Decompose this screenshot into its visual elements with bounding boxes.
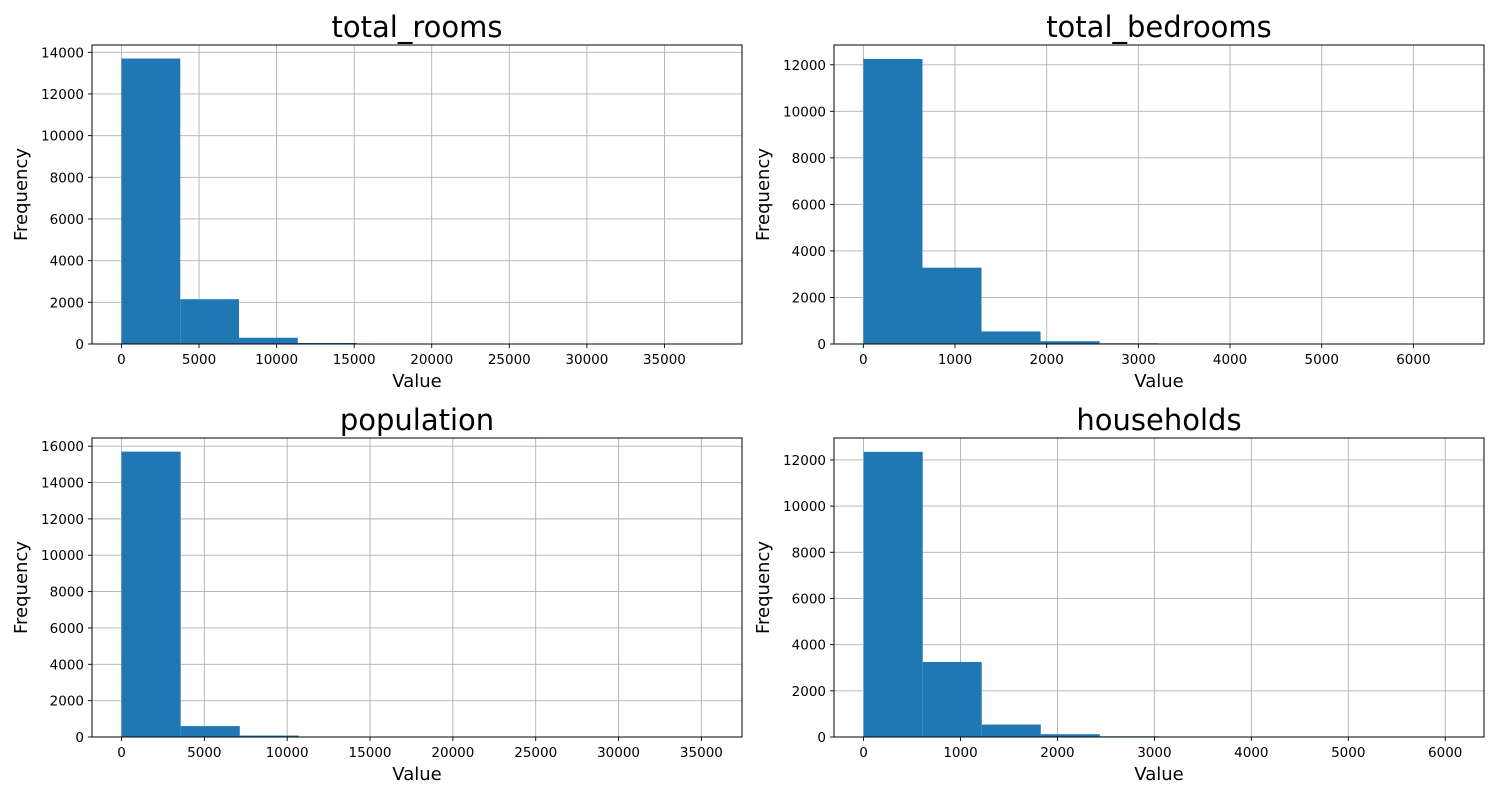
y-tick-label: 8000 — [792, 545, 826, 561]
x-tick-label: 0 — [117, 745, 126, 761]
y-tick-label: 10000 — [41, 548, 84, 564]
y-tick-label: 10000 — [41, 129, 84, 145]
x-tick-label: 0 — [859, 745, 868, 761]
chart-title: population — [340, 403, 494, 437]
gridlines — [92, 45, 742, 344]
chart-title: total_bedrooms — [1046, 10, 1272, 44]
y-tick-label: 14000 — [41, 45, 84, 61]
y-tick-label: 0 — [817, 730, 826, 746]
y-tick-label: 14000 — [41, 476, 84, 492]
x-tick-label: 1000 — [938, 352, 972, 368]
histogram-bar — [863, 59, 922, 344]
y-tick-label: 6000 — [792, 197, 826, 213]
y-tick-label: 0 — [75, 337, 84, 353]
histogram-bar — [864, 452, 923, 737]
x-tick-label: 25000 — [514, 745, 557, 761]
x-tick-label: 5000 — [1331, 745, 1365, 761]
x-tick-label: 30000 — [565, 352, 608, 368]
x-tick-label: 15000 — [349, 745, 392, 761]
y-tick-label: 4000 — [792, 244, 826, 260]
y-tick-label: 0 — [817, 337, 826, 353]
panel-total-bedrooms: 0 1000 2000 3000 4000 5000 6000 0 2000 4000 6000 80… — [753, 10, 1484, 392]
x-tick-label: 5000 — [182, 352, 216, 368]
x-tick-label: 5000 — [187, 745, 221, 761]
x-tick-label: 2000 — [1040, 745, 1074, 761]
x-tick-label: 25000 — [488, 352, 531, 368]
y-axis-label: Frequency — [11, 541, 32, 634]
x-axis-label: Value — [1134, 371, 1183, 392]
y-tick-label: 2000 — [50, 694, 84, 710]
x-tick-label: 35000 — [643, 352, 686, 368]
histogram-bar — [181, 726, 240, 737]
x-axis-label: Value — [392, 371, 441, 392]
y-tick-label: 2000 — [792, 684, 826, 700]
x-tick-label: 35000 — [680, 745, 723, 761]
y-tick-label: 12000 — [783, 453, 826, 469]
x-tick-label: 4000 — [1234, 745, 1268, 761]
histogram-bar — [923, 662, 982, 737]
histogram-bar — [239, 338, 298, 344]
y-tick-label: 4000 — [50, 657, 84, 673]
histogram-bars — [122, 59, 709, 344]
y-tick-label: 12000 — [41, 512, 84, 528]
y-axis-label: Frequency — [11, 148, 32, 241]
x-tick-label: 1000 — [943, 745, 977, 761]
x-tick-label: 10000 — [255, 352, 298, 368]
axes-frame — [92, 45, 742, 344]
y-tick-label: 8000 — [50, 585, 84, 601]
y-tick-label: 12000 — [41, 87, 84, 103]
histogram-bars — [863, 59, 1454, 344]
histogram-bars — [122, 452, 713, 737]
y-tick-label: 6000 — [792, 591, 826, 607]
y-tick-label: 8000 — [792, 151, 826, 167]
y-tick-label: 10000 — [783, 499, 826, 515]
x-tick-label: 10000 — [266, 745, 309, 761]
x-tick-label: 5000 — [1305, 352, 1339, 368]
histogram-bar — [122, 452, 181, 737]
panel-population: 0 5000 10000 15000 20000 25000 30000 35000 0 2000… — [11, 403, 742, 785]
x-tick-label: 4000 — [1213, 352, 1247, 368]
y-tick-label: 8000 — [50, 170, 84, 186]
histogram-bar — [982, 725, 1041, 737]
x-tick-label: 20000 — [410, 352, 453, 368]
x-axis-label: Value — [1134, 764, 1183, 785]
x-tick-label: 0 — [117, 352, 126, 368]
y-tick-label: 6000 — [50, 212, 84, 228]
x-tick-label: 3000 — [1137, 745, 1171, 761]
histogram-bar — [180, 299, 239, 344]
chart-title: households — [1076, 403, 1241, 437]
x-tick-label: 30000 — [597, 745, 640, 761]
panel-total-rooms: 0 5000 10000 15000 20000 25000 30000 35000 0 2000… — [11, 10, 742, 392]
x-tick-label: 6000 — [1396, 352, 1430, 368]
y-tick-label: 6000 — [50, 621, 84, 637]
y-tick-label: 4000 — [50, 254, 84, 270]
x-tick-label: 20000 — [431, 745, 474, 761]
chart-title: total_rooms — [332, 10, 503, 44]
y-tick-label: 2000 — [792, 290, 826, 306]
x-tick-label: 2000 — [1030, 352, 1064, 368]
y-tick-label: 12000 — [783, 58, 826, 74]
histogram-bars — [864, 452, 1454, 737]
panel-households: 0 1000 2000 3000 4000 5000 6000 0 2000 4000 6000 80… — [753, 403, 1484, 785]
y-tick-label: 10000 — [783, 104, 826, 120]
x-tick-label: 3000 — [1121, 352, 1155, 368]
histogram-bar — [982, 331, 1041, 344]
y-tick-label: 4000 — [792, 638, 826, 654]
histogram-bar — [922, 268, 981, 344]
y-axis-label: Frequency — [753, 541, 774, 634]
y-tick-label: 2000 — [50, 295, 84, 311]
y-axis-label: Frequency — [753, 148, 774, 241]
x-tick-label: 15000 — [333, 352, 376, 368]
y-tick-label: 0 — [75, 730, 84, 746]
y-tick-label: 16000 — [41, 439, 84, 455]
histogram-bar — [122, 59, 181, 344]
x-tick-label: 0 — [859, 352, 868, 368]
x-tick-label: 6000 — [1428, 745, 1462, 761]
gridlines — [92, 438, 742, 737]
x-axis-label: Value — [392, 764, 441, 785]
